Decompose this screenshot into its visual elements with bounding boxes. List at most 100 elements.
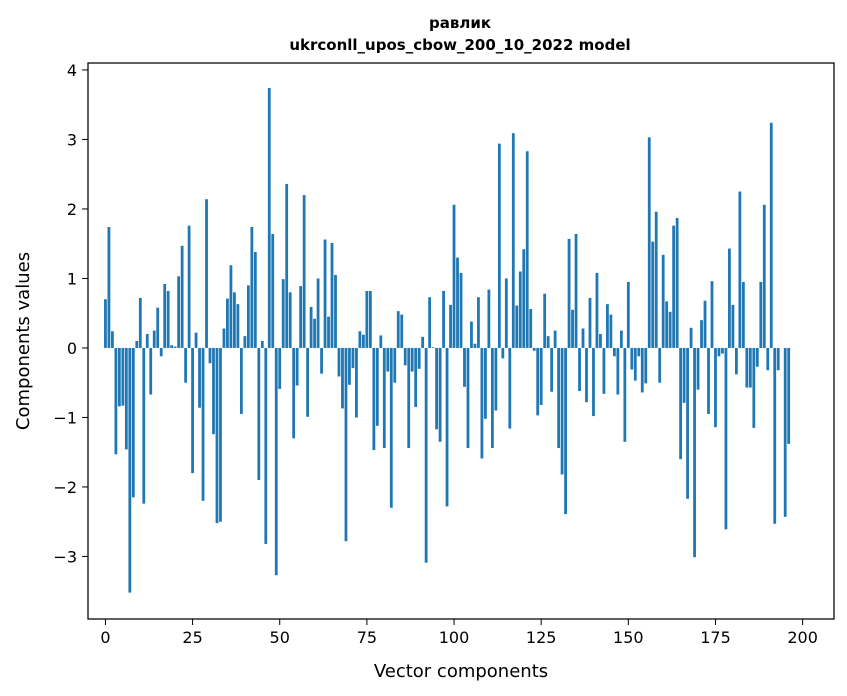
- bar: [180, 245, 184, 348]
- bar: [606, 304, 609, 348]
- bar: [578, 347, 581, 392]
- bar: [271, 233, 275, 348]
- bar: [459, 272, 463, 348]
- x-tick-label: 175: [700, 628, 731, 647]
- bar: [717, 347, 721, 357]
- x-axis-ticks: 0 25 50 75 100 125 150 175 200: [100, 619, 818, 647]
- bar: [721, 347, 724, 354]
- bar: [546, 336, 550, 348]
- bar: [710, 281, 714, 348]
- bar: [522, 249, 526, 348]
- bar: [215, 347, 219, 524]
- bar: [320, 347, 323, 374]
- bar: [114, 347, 118, 455]
- y-tick-label: 3: [67, 130, 77, 149]
- bar: [219, 347, 222, 522]
- bar: [619, 330, 623, 348]
- bar: [463, 347, 466, 387]
- bar: [264, 347, 268, 544]
- bar: [306, 347, 310, 417]
- bar: [131, 347, 135, 498]
- bar: [407, 347, 411, 449]
- bar: [309, 306, 313, 348]
- bar: [602, 347, 606, 394]
- bar: [494, 347, 498, 411]
- y-tick-label: 4: [67, 61, 77, 80]
- bar: [128, 347, 132, 593]
- bar: [769, 122, 773, 348]
- bar: [470, 321, 473, 348]
- bar: [682, 347, 686, 403]
- bar: [574, 233, 578, 348]
- bar: [327, 316, 330, 348]
- bar: [198, 347, 201, 408]
- bar: [748, 347, 752, 388]
- bar: [386, 347, 390, 372]
- bar: [111, 331, 114, 348]
- bar: [675, 217, 679, 348]
- bar: [226, 298, 229, 348]
- bar: [344, 347, 348, 542]
- x-tick-label: 100: [439, 628, 470, 647]
- bar: [274, 347, 278, 576]
- bar: [686, 347, 689, 499]
- x-tick-label: 0: [100, 628, 110, 647]
- bar: [592, 347, 595, 417]
- bar: [368, 290, 372, 348]
- bar: [557, 347, 560, 449]
- bar: [759, 281, 763, 348]
- bar: [104, 299, 107, 348]
- bar: [787, 347, 791, 444]
- chart-title: равлик: [429, 14, 491, 32]
- bar: [393, 347, 397, 383]
- bar: [170, 345, 174, 348]
- bar: [633, 347, 637, 381]
- x-tick-label: 200: [787, 628, 818, 647]
- bar: [689, 327, 693, 348]
- bar: [647, 137, 651, 348]
- bar: [142, 347, 146, 504]
- bar: [623, 347, 627, 442]
- bar: [630, 347, 634, 370]
- bar: [278, 347, 282, 389]
- bar: [243, 336, 247, 348]
- bar: [382, 347, 386, 449]
- bar: [637, 347, 641, 357]
- bar: [651, 241, 655, 348]
- bar: [497, 143, 501, 348]
- bar: [626, 281, 630, 348]
- bar: [445, 347, 449, 507]
- bar: [372, 347, 376, 451]
- bar: [612, 347, 616, 357]
- bar: [766, 347, 770, 371]
- bar: [431, 347, 435, 348]
- bar: [783, 347, 787, 517]
- x-tick-label: 75: [357, 628, 377, 647]
- bar: [735, 347, 738, 375]
- x-tick-label: 150: [613, 628, 644, 647]
- bar: [334, 274, 337, 348]
- bar: [518, 271, 522, 348]
- bar: [532, 347, 536, 351]
- bar: [355, 347, 358, 418]
- bar: [466, 347, 470, 449]
- bar: [536, 347, 540, 416]
- bar: [250, 227, 254, 348]
- bar: [515, 305, 519, 348]
- bar: [358, 331, 362, 348]
- bar: [599, 334, 602, 348]
- bar: [480, 347, 484, 459]
- bar: [438, 347, 442, 442]
- bar: [762, 204, 766, 348]
- bar: [421, 336, 425, 348]
- bar: [288, 292, 292, 348]
- bar: [379, 335, 383, 348]
- bar: [609, 314, 613, 348]
- bar: [135, 341, 139, 348]
- bar: [449, 304, 452, 348]
- bar: [417, 347, 421, 369]
- bar: [529, 309, 533, 348]
- bar: [553, 330, 557, 348]
- bar: [567, 238, 571, 348]
- x-tick-label: 50: [270, 628, 290, 647]
